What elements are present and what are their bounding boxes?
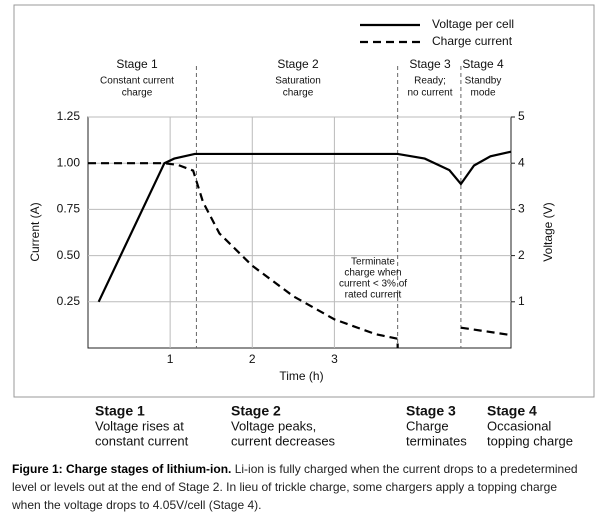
stage-name: Stage 2 xyxy=(277,57,319,71)
summary-line: Voltage peaks, xyxy=(231,418,316,433)
caption-label: Figure 1: Charge stages of lithium-ion. xyxy=(12,462,232,476)
summary-line: terminates xyxy=(406,433,467,448)
stage-desc: Constant current xyxy=(100,76,174,87)
y-tick-label: 0.25 xyxy=(57,294,81,308)
summary-stage: Stage 2 xyxy=(231,403,281,419)
y2-tick-label: 3 xyxy=(518,202,525,216)
y2-tick-label: 5 xyxy=(518,109,525,123)
caption: Figure 1: Charge stages of lithium-ion. … xyxy=(12,460,587,514)
y-axis-label: Current (A) xyxy=(28,202,42,261)
annotation: current < 3% of xyxy=(339,279,407,290)
stage-desc: charge xyxy=(283,88,314,99)
summary-line: Voltage rises at xyxy=(95,418,184,433)
stage-desc: Saturation xyxy=(275,76,321,87)
legend-label: Charge current xyxy=(432,34,513,48)
summary-line: Charge xyxy=(406,418,449,433)
y2-axis-label: Voltage (V) xyxy=(541,202,555,261)
annotation: Terminate xyxy=(351,257,395,268)
stage-desc: no current xyxy=(407,88,452,99)
x-tick-label: 2 xyxy=(249,352,256,366)
series-line xyxy=(88,162,512,348)
annotation: charge when xyxy=(344,268,401,279)
stage-name: Stage 1 xyxy=(116,57,158,71)
stage-name: Stage 4 xyxy=(462,57,504,71)
x-tick-label: 1 xyxy=(167,352,174,366)
stage-desc: Standby xyxy=(465,76,502,87)
x-axis-label: Time (h) xyxy=(279,369,323,383)
y-tick-label: 1.25 xyxy=(57,109,81,123)
summary-stage: Stage 3 xyxy=(406,403,456,419)
plot-area xyxy=(87,116,512,349)
summary-line: constant current xyxy=(95,433,189,448)
summary-stage: Stage 4 xyxy=(487,403,537,419)
stage-desc: mode xyxy=(470,88,495,99)
annotation: rated current xyxy=(345,290,402,301)
y2-tick-label: 1 xyxy=(518,294,525,308)
stage-desc: Ready; xyxy=(414,76,446,87)
series-line xyxy=(97,150,512,303)
legend-label: Voltage per cell xyxy=(432,17,514,31)
x-tick-label: 3 xyxy=(331,352,338,366)
summary-line: Occasional xyxy=(487,418,551,433)
stage-desc: charge xyxy=(122,88,153,99)
y-tick-label: 0.75 xyxy=(57,202,81,216)
summary-line: current decreases xyxy=(231,433,336,448)
y-tick-label: 1.00 xyxy=(57,155,81,169)
frame xyxy=(13,4,595,398)
y2-tick-label: 2 xyxy=(518,248,525,262)
stage-name: Stage 3 xyxy=(409,57,451,71)
summary-line: topping charge xyxy=(487,433,573,448)
summary-stage: Stage 1 xyxy=(95,403,145,419)
chart: 0.25 0.50 0.75 1.00 1.25 1 2 3 4 5 1 2 3 Time (h) Curr… xyxy=(13,4,595,448)
y-tick-label: 0.50 xyxy=(57,248,81,262)
caption-text: Li-ion is fully charged when the current… xyxy=(12,462,578,512)
y2-tick-label: 4 xyxy=(518,155,525,169)
